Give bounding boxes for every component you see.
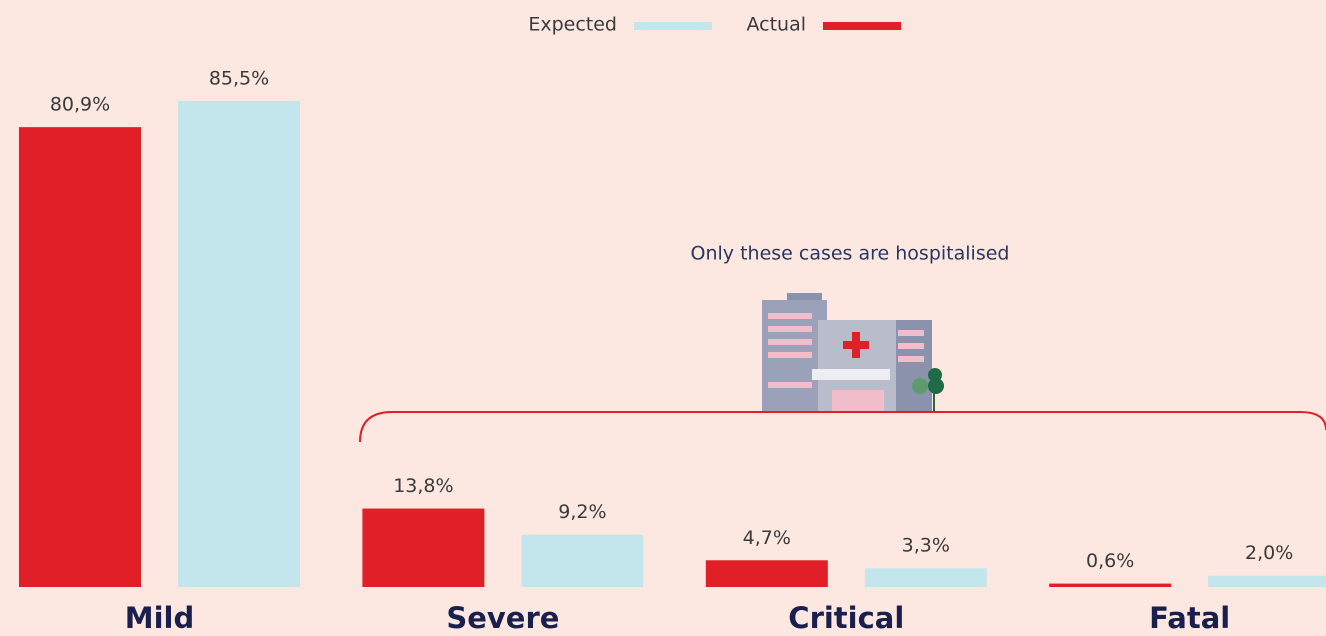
legend-label: Expected [528, 14, 617, 36]
value-label: 3,3% [902, 535, 950, 557]
category-label: Severe [446, 601, 559, 635]
value-label: 80,9% [50, 94, 110, 116]
bar [1208, 576, 1326, 587]
hospital-bracket [360, 412, 1326, 442]
value-label: 9,2% [558, 501, 606, 523]
bar [1049, 584, 1171, 587]
bar [19, 127, 141, 587]
legend-swatch [823, 22, 901, 30]
bar [865, 568, 987, 587]
bar [178, 101, 300, 587]
value-label: 2,0% [1245, 542, 1293, 564]
value-label: 85,5% [209, 68, 269, 90]
value-label: 0,6% [1086, 550, 1134, 572]
category-label: Critical [788, 601, 904, 635]
value-label: 13,8% [393, 475, 453, 497]
category-label: Fatal [1149, 601, 1230, 635]
legend-label: Actual [746, 14, 806, 36]
value-label: 4,7% [743, 527, 791, 549]
legend-swatch [634, 22, 712, 30]
bar [521, 535, 643, 587]
chart: Only these cases are hospitalised Expect… [0, 0, 1326, 636]
category-label: Mild [125, 601, 195, 635]
hospital-icon [762, 293, 944, 412]
bar [362, 509, 484, 587]
annotation: Only these cases are hospitalised [691, 243, 1010, 265]
bar [706, 560, 828, 587]
